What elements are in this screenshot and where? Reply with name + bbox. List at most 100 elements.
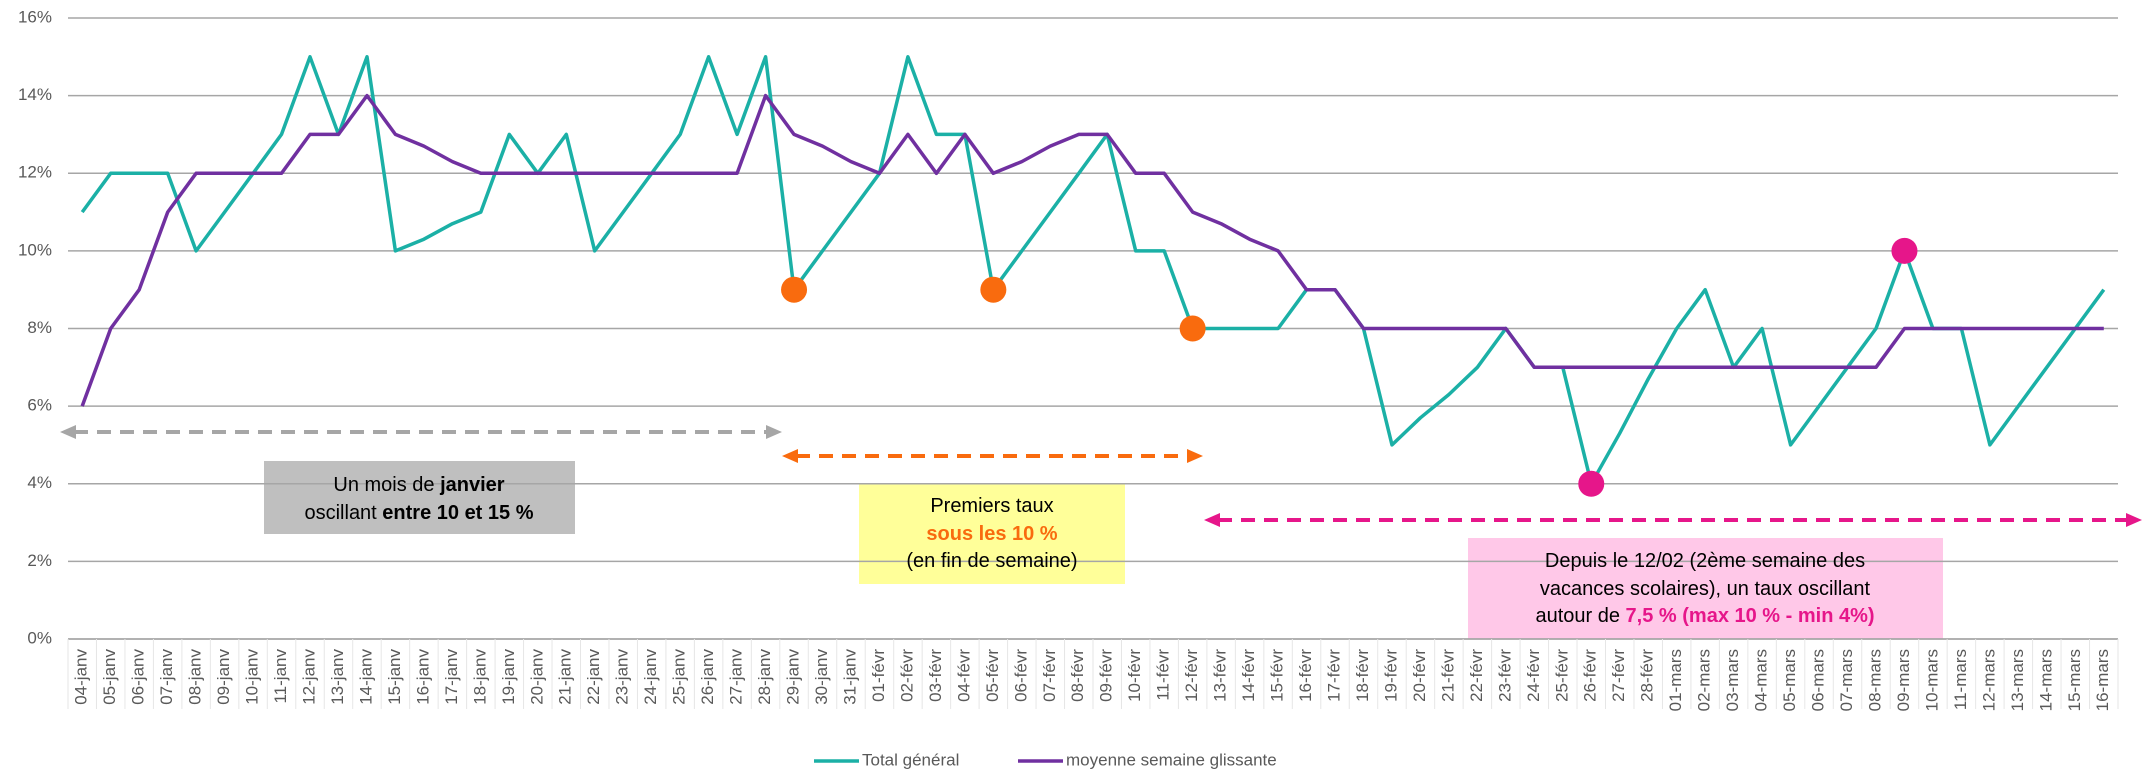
x-tick-label: 12-janv: [299, 649, 318, 705]
x-tick-label: 15-févr: [1268, 649, 1287, 702]
x-tick-label: 07-janv: [157, 649, 176, 705]
x-tick-label: 05-févr: [983, 649, 1002, 702]
series-line: [80, 93, 2104, 407]
highlight-marker: [980, 276, 1007, 303]
x-tick-label: 15-janv: [385, 649, 404, 705]
x-tick-label: 09-janv: [214, 649, 233, 705]
x-tick-label: 29-janv: [784, 649, 803, 705]
x-tick-label: 08-mars: [1865, 649, 1884, 711]
y-tick-label: 14%: [18, 85, 52, 104]
x-tick-label: 03-mars: [1723, 649, 1742, 711]
x-tick-label: 11-mars: [1951, 649, 1970, 710]
x-tick-label: 10-janv: [243, 649, 262, 705]
annotation-text: Depuis le 12/02 (2ème semaine des: [1545, 550, 1865, 572]
annotation-run: entre 10 et 15 %: [382, 502, 533, 524]
x-tick-label: 14-mars: [2036, 649, 2055, 711]
arrow-head: [60, 425, 76, 439]
x-tick-label: 11-janv: [271, 649, 290, 704]
x-tick-label: 25-janv: [670, 649, 689, 705]
x-tick-label: 06-févr: [1011, 649, 1030, 702]
x-tick-label: 14-janv: [356, 649, 375, 705]
x-tick-label: 27-févr: [1609, 649, 1628, 702]
x-tick-label: 16-févr: [1296, 649, 1315, 702]
x-tick-label: 06-mars: [1809, 649, 1828, 711]
x-tick-label: 17-févr: [1324, 649, 1343, 702]
x-tick-label: 08-janv: [186, 649, 205, 705]
x-tick-label: 07-févr: [1040, 649, 1059, 702]
x-tick-label: 19-janv: [499, 649, 518, 705]
x-tick-label: 31-janv: [840, 649, 859, 705]
highlight-marker: [1578, 470, 1605, 497]
x-tick-label: 20-janv: [527, 649, 546, 705]
x-tick-label: 02-févr: [897, 649, 916, 702]
x-tick-label: 04-janv: [72, 649, 91, 705]
x-tick-label: 27-janv: [727, 649, 746, 705]
y-tick-label: 16%: [18, 7, 52, 26]
annotation-box: [264, 461, 575, 534]
x-tick-label: 16-janv: [413, 649, 432, 705]
annotation-run: Premiers taux: [930, 495, 1053, 517]
legend-label: moyenne semaine glissante: [1066, 750, 1277, 769]
annotation-run: vacances scolaires), un taux oscillant: [1540, 578, 1871, 600]
x-tick-label: 20-févr: [1410, 649, 1429, 702]
annotation-run: janvier: [439, 474, 505, 496]
arrow-head: [782, 449, 798, 463]
y-tick-label: 10%: [18, 240, 52, 259]
x-tick-label: 05-janv: [100, 649, 119, 705]
annotation-text: autour de 7,5 % (max 10 % - min 4%): [1535, 605, 1874, 627]
y-tick-label: 6%: [27, 396, 52, 415]
x-tick-label: 28-janv: [755, 649, 774, 705]
x-tick-label: 13-févr: [1211, 649, 1230, 702]
x-tick-label: 10-févr: [1125, 649, 1144, 702]
x-tick-label: 05-mars: [1780, 649, 1799, 711]
annotation-run: Un mois de: [333, 474, 440, 496]
x-tick-label: 22-janv: [584, 649, 603, 705]
annotation-box: [859, 483, 1125, 584]
x-tick-label: 02-mars: [1695, 649, 1714, 711]
x-tick-label: 18-févr: [1353, 649, 1372, 702]
annotation-run: (en fin de semaine): [906, 550, 1077, 572]
x-tick-label: 01-mars: [1666, 649, 1685, 711]
x-tick-label: 09-mars: [1894, 649, 1913, 711]
x-tick-label: 04-févr: [954, 649, 973, 702]
series-line: [80, 55, 2106, 486]
arrow-head: [2126, 513, 2142, 527]
x-tick-label: 24-févr: [1524, 649, 1543, 702]
arrow-head: [1204, 513, 1220, 527]
x-tick-label: 23-févr: [1495, 649, 1514, 702]
annotation-run: oscillant: [304, 502, 382, 524]
x-tick-label: 28-févr: [1638, 649, 1657, 702]
x-tick-label: 10-mars: [1922, 649, 1941, 711]
x-tick-label: 15-mars: [2065, 649, 2084, 711]
y-tick-label: 0%: [27, 628, 52, 647]
y-tick-label: 2%: [27, 551, 52, 570]
x-tick-label: 26-févr: [1581, 649, 1600, 702]
x-tick-label: 16-mars: [2093, 649, 2112, 711]
x-tick-label: 03-févr: [926, 649, 945, 702]
x-tick-label: 19-févr: [1381, 649, 1400, 702]
x-tick-label: 07-mars: [1837, 649, 1856, 711]
x-tick-label: 23-janv: [613, 649, 632, 705]
x-tick-label: 30-janv: [812, 649, 831, 705]
x-tick-label: 08-févr: [1068, 649, 1087, 702]
highlight-marker: [1179, 315, 1206, 342]
x-tick-label: 25-févr: [1552, 649, 1571, 702]
x-tick-label: 18-janv: [470, 649, 489, 705]
x-tick-label: 21-janv: [556, 649, 575, 705]
annotation-text: Un mois de janvier: [333, 474, 504, 496]
y-tick-label: 8%: [27, 318, 52, 337]
x-tick-label: 21-févr: [1438, 649, 1457, 702]
x-tick-label: 12-févr: [1182, 649, 1201, 702]
arrow-head: [1187, 449, 1203, 463]
annotation-box: [1468, 538, 1943, 639]
x-tick-label: 04-mars: [1752, 649, 1771, 711]
annotation-text: (en fin de semaine): [906, 550, 1077, 572]
annotation-shapes: [60, 425, 2142, 639]
x-tick-label: 22-févr: [1467, 649, 1486, 702]
annotation-run: sous les 10 %: [926, 523, 1057, 545]
annotation-run: autour de: [1535, 605, 1625, 627]
x-tick-label: 13-janv: [328, 649, 347, 705]
annotation-text: oscillant entre 10 et 15 %: [304, 502, 533, 524]
x-tick-label: 13-mars: [2008, 649, 2027, 711]
